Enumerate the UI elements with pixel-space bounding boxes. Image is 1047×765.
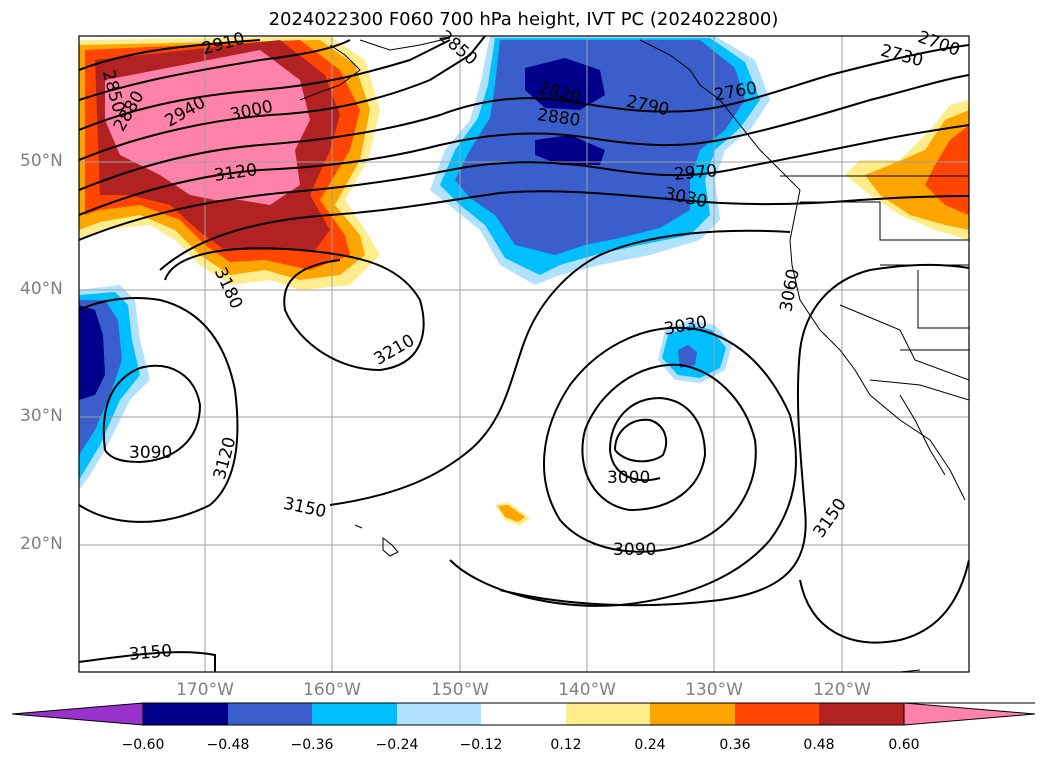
map-title: 2024022300 F060 700 hPa height, IVT PC (… xyxy=(268,9,779,30)
colorbar-tick: 0.24 xyxy=(634,737,666,753)
colorbar-tick: −0.24 xyxy=(375,737,419,753)
colorbar-max-extend xyxy=(904,703,1035,725)
colorbar-tick: −0.48 xyxy=(206,737,250,753)
lon-label: 150°W xyxy=(431,680,489,700)
lat-label: 40°N xyxy=(20,279,63,299)
contour-label: 3090 xyxy=(129,443,173,463)
colorbar-tick: −0.60 xyxy=(121,737,165,753)
colorbar-tick: −0.36 xyxy=(290,737,334,753)
colorbar-bin xyxy=(312,703,397,725)
lat-label: 20°N xyxy=(20,534,63,554)
lon-label: 160°W xyxy=(303,680,361,700)
lon-label: 140°W xyxy=(558,680,616,700)
colorbar-bin xyxy=(143,703,228,725)
lon-label: 130°W xyxy=(685,680,743,700)
colorbar-tick: 0.12 xyxy=(550,737,582,753)
colorbar xyxy=(11,702,1036,726)
height-contours xyxy=(79,36,969,672)
colorbar-bin xyxy=(228,703,312,725)
colorbar-bin xyxy=(397,703,481,725)
colorbar-tick: −0.12 xyxy=(459,737,503,753)
contour-label: 3150 xyxy=(128,641,174,665)
colorbar-bin xyxy=(819,703,904,725)
colorbar-bin xyxy=(481,703,566,725)
lon-label: 170°W xyxy=(176,680,234,700)
colorbar-bin xyxy=(566,703,650,725)
colorbar-tick: 0.36 xyxy=(719,737,751,753)
colorbar-bin xyxy=(650,703,735,725)
lat-label: 30°N xyxy=(20,406,63,426)
map-frame xyxy=(78,35,970,673)
colorbar-bin xyxy=(735,703,819,725)
colorbar-tick: 0.48 xyxy=(803,737,835,753)
colorbar-tick: 0.60 xyxy=(888,737,920,753)
colorbar-min-extend xyxy=(12,703,143,725)
contour-label: 3090 xyxy=(613,540,657,560)
contour-label: 2970 xyxy=(673,161,719,185)
contour-label: 3000 xyxy=(607,468,651,488)
lat-label: 50°N xyxy=(20,151,63,171)
lon-label: 120°W xyxy=(813,680,871,700)
